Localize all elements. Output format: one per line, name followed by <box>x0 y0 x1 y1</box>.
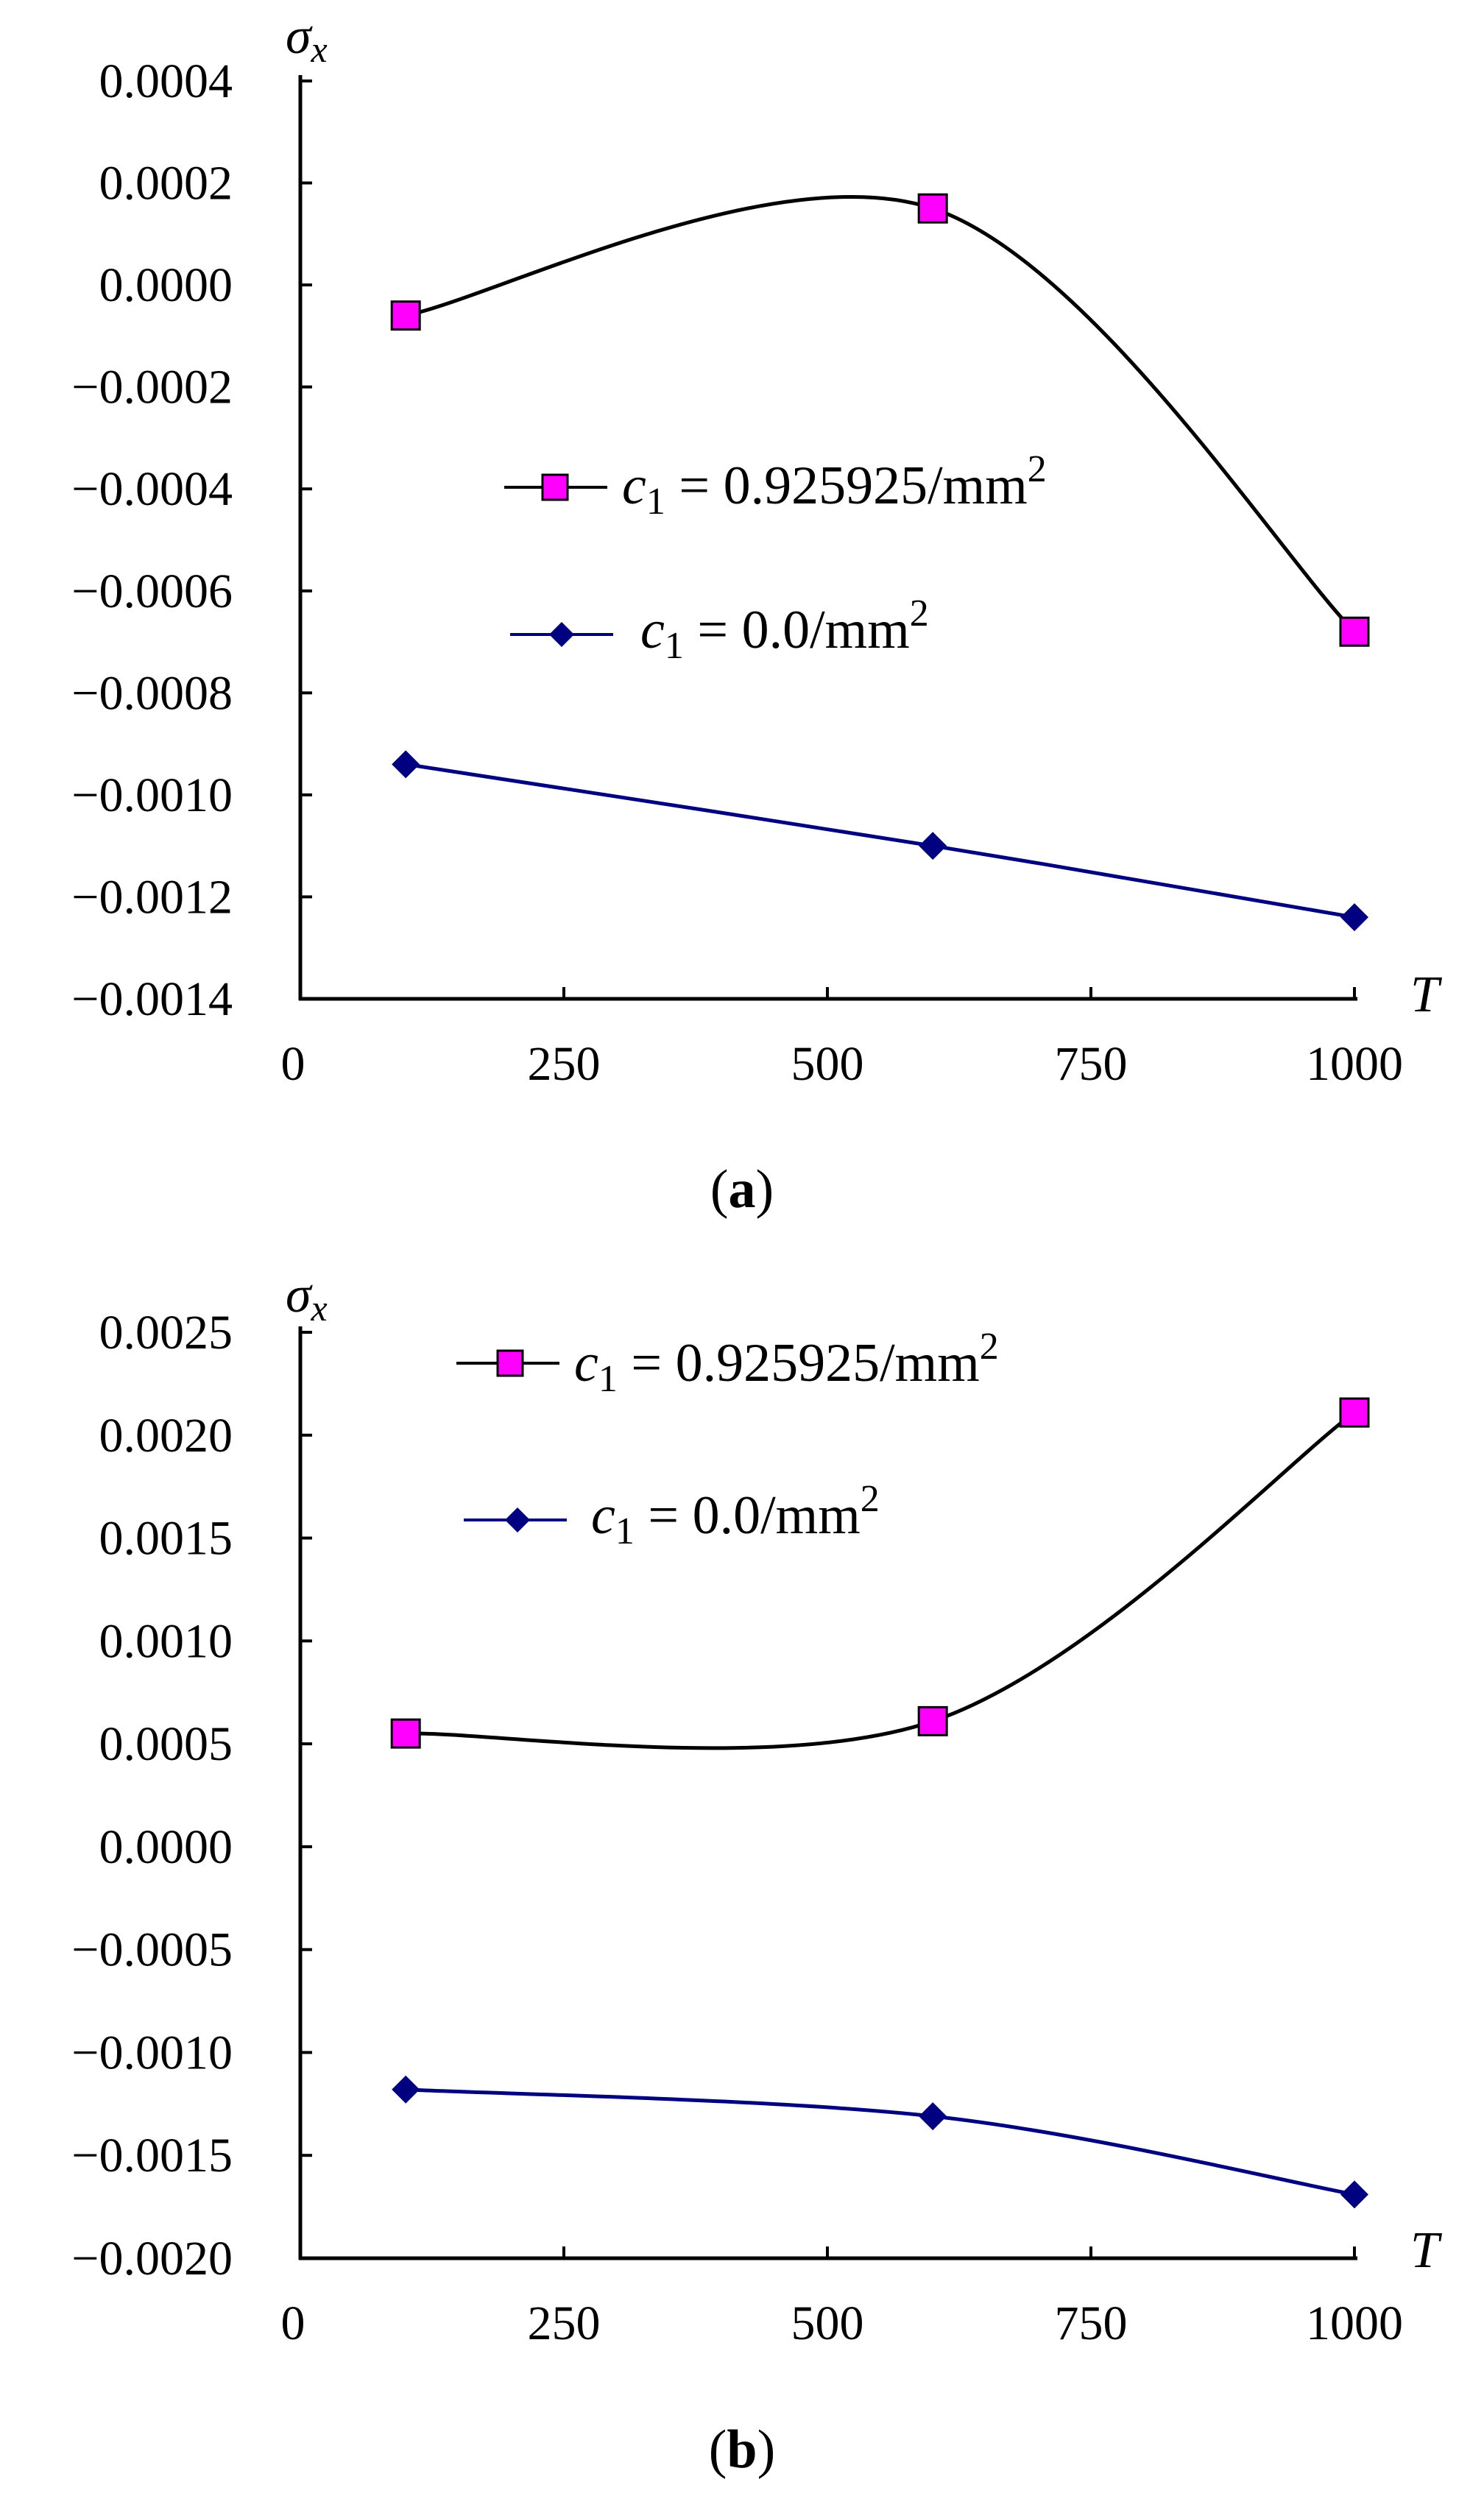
y-tick-label: −0.0004 <box>71 462 233 516</box>
y-tick-label: −0.0010 <box>71 768 233 822</box>
y-axis-label-b: σx <box>286 1267 328 1329</box>
data-point-b-0-1 <box>917 1705 948 1736</box>
y-tick-label: −0.0014 <box>71 972 233 1026</box>
y-tick-label: 0.0005 <box>99 1717 233 1771</box>
y-tick-label: −0.0012 <box>71 870 233 924</box>
legend-marker-diamond <box>505 1507 530 1532</box>
caption-b: (b) <box>709 2419 775 2480</box>
y-tick-label: 0.0025 <box>99 1306 233 1360</box>
data-point-a-0-2 <box>1339 616 1370 647</box>
x-tick-label: 0 <box>281 1037 305 1091</box>
y-tick-label: 0.0010 <box>99 1614 233 1668</box>
legend-b: c1 = 0.925925/mm2 c1 = 0.0/mm2 <box>456 1326 999 1552</box>
y-tick-label: −0.0008 <box>71 666 233 720</box>
data-point-b-1-2 <box>1340 2180 1368 2209</box>
y-axis-label-a: σx <box>286 8 328 70</box>
legend-label-a-0: c1 = 0.925925/mm2 <box>622 448 1047 523</box>
y-tick-label: −0.0002 <box>71 361 233 414</box>
legend-entry-b-0: c1 = 0.925925/mm2 <box>456 1326 999 1400</box>
y-ticks-b: 0.0025 0.0020 0.0015 0.0010 0.0005 0.0000 −0.0… <box>71 1306 312 2285</box>
series-line-b-1 <box>406 2087 1355 2196</box>
legend-label-b-1: c1 = 0.0/mm2 <box>591 1478 880 1552</box>
series-lines-b <box>406 1411 1356 2196</box>
series-line-b-0 <box>406 1411 1356 1750</box>
series-line-a-1 <box>405 762 1355 919</box>
x-ticks-a: 0 250 500 750 1000 <box>281 987 1403 1091</box>
y-ticks-a: 0.0004 0.0002 0.0000 −0.0002 −0.0004 −0.0006 −… <box>71 54 312 1026</box>
legend-marker-diamond <box>549 622 574 647</box>
data-point-a-0-0 <box>390 300 421 331</box>
y-tick-label: 0.0000 <box>99 1820 233 1874</box>
x-tick-label: 750 <box>1055 1037 1128 1091</box>
x-tick-label: 1000 <box>1306 1037 1403 1091</box>
series-line-a-0 <box>405 194 1356 633</box>
y-tick-label: −0.0006 <box>71 565 233 618</box>
y-tick-label: −0.0015 <box>71 2129 233 2182</box>
y-tick-label: 0.0002 <box>99 157 233 211</box>
y-tick-label: −0.0020 <box>71 2232 233 2285</box>
y-tick-label: 0.0004 <box>99 54 233 108</box>
data-point-a-1-1 <box>919 832 947 860</box>
y-tick-label: −0.0010 <box>71 2026 233 2079</box>
x-axis-label-b: T <box>1410 2222 1443 2279</box>
caption-a: (a) <box>710 1159 774 1220</box>
legend-entry-b-1: c1 = 0.0/mm2 <box>464 1478 880 1552</box>
legend-a: c1 = 0.925925/mm2 c1 = 0.0/mm2 <box>504 448 1047 667</box>
chart-panel-b: 0.0025 0.0020 0.0015 0.0010 0.0005 0.0000 −0.0… <box>71 1267 1443 2480</box>
x-tick-label: 500 <box>791 1037 864 1091</box>
series-lines-a <box>405 194 1356 919</box>
data-point-a-1-0 <box>392 750 420 779</box>
y-tick-label: 0.0015 <box>99 1512 233 1566</box>
x-tick-label: 750 <box>1055 2297 1128 2350</box>
legend-label-a-1: c1 = 0.0/mm2 <box>640 593 929 667</box>
y-tick-label: 0.0000 <box>99 258 233 312</box>
y-tick-label: −0.0005 <box>71 1923 233 1977</box>
data-point-a-0-1 <box>917 193 948 224</box>
x-tick-label: 250 <box>528 2297 601 2350</box>
x-ticks-b: 0 250 500 750 1000 <box>281 2246 1403 2350</box>
x-tick-label: 1000 <box>1306 2297 1403 2350</box>
series-markers-b <box>390 1397 1370 2209</box>
series-markers-a <box>390 193 1370 932</box>
legend-entry-a-0: c1 = 0.925925/mm2 <box>504 448 1047 523</box>
data-point-b-1-1 <box>919 2102 947 2131</box>
chart-panel-a: 0.0004 0.0002 0.0000 −0.0002 −0.0004 −0.0006 −… <box>71 8 1443 1220</box>
x-tick-label: 250 <box>528 1037 601 1091</box>
y-tick-label: 0.0020 <box>99 1409 233 1463</box>
data-point-b-0-0 <box>390 1718 421 1749</box>
legend-marker-square <box>541 473 569 501</box>
data-point-b-0-2 <box>1339 1397 1370 1428</box>
data-point-b-1-0 <box>392 2075 420 2104</box>
x-axis-label-a: T <box>1410 966 1443 1023</box>
legend-entry-a-1: c1 = 0.0/mm2 <box>510 593 929 667</box>
x-tick-label: 500 <box>791 2297 864 2350</box>
data-point-a-1-2 <box>1340 903 1368 932</box>
x-tick-label: 0 <box>281 2297 305 2350</box>
legend-marker-square <box>496 1349 524 1377</box>
legend-label-b-0: c1 = 0.925925/mm2 <box>574 1326 999 1400</box>
